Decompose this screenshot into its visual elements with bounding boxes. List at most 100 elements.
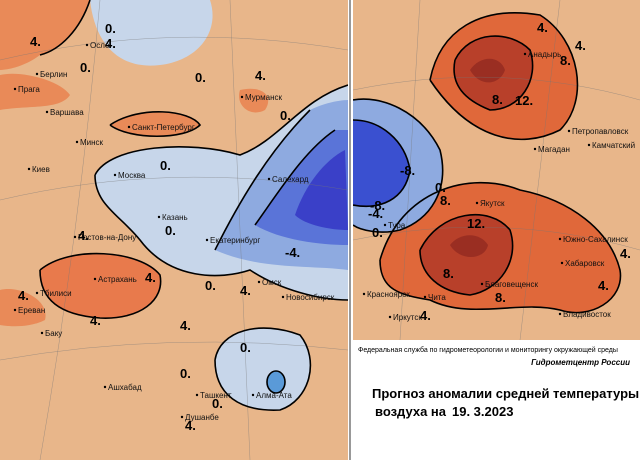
city-label: Новосибирск (286, 293, 335, 302)
city-dot (157, 215, 161, 219)
city-dot (281, 295, 285, 299)
isoline-label: 4. (30, 34, 41, 49)
city-label: Магадан (538, 145, 570, 154)
isoline-label: 0. (160, 158, 171, 173)
city-dot (205, 238, 209, 242)
city-label: Киев (32, 165, 50, 174)
city-dot (27, 167, 31, 171)
city-label: Тура (388, 221, 406, 230)
isoline-label: 4. (78, 228, 89, 243)
isoline-label: 4. (575, 38, 586, 53)
city-dot (558, 237, 562, 241)
city-dot (267, 177, 271, 181)
city-label: Южно-Сахалинск (563, 235, 628, 244)
city-dot (13, 87, 17, 91)
city-dot (127, 125, 131, 129)
isoline-label: 4. (420, 308, 431, 323)
city-label: Якутск (480, 199, 505, 208)
map-region (0, 0, 90, 70)
isoline-label: 0. (435, 180, 446, 195)
city-label: Астрахань (98, 275, 137, 284)
city-dot (423, 295, 427, 299)
city-dot (475, 201, 479, 205)
map-shape (267, 371, 285, 393)
isoline-label: 4. (598, 278, 609, 293)
city-label: Осло (90, 41, 110, 50)
city-label: Петропавловск (572, 127, 629, 136)
isoline-label: 0. (240, 340, 251, 355)
isoline-label: 12. (467, 216, 485, 231)
city-label: Прага (18, 85, 40, 94)
city-label: Варшава (50, 108, 84, 117)
city-label: Тбилиси (40, 289, 72, 298)
city-dot (240, 95, 244, 99)
map-region (0, 289, 46, 327)
isoline-label: 8. (443, 266, 454, 281)
isoline-label: 0. (165, 223, 176, 238)
city-dot (180, 415, 184, 419)
isoline-label: 4. (537, 20, 548, 35)
city-label: Ашхабад (108, 383, 142, 392)
map-region (110, 111, 200, 137)
city-dot (567, 129, 571, 133)
city-label: Баку (45, 329, 62, 338)
city-dot (103, 385, 107, 389)
city-dot (40, 331, 44, 335)
map-region (353, 120, 410, 207)
map-region (450, 235, 488, 258)
city-dot (388, 315, 392, 319)
city-label: Душанбе (185, 413, 219, 422)
map-region (40, 253, 161, 319)
isoline-label: 4. (620, 246, 631, 261)
city-label: Чита (428, 293, 446, 302)
map-region (0, 73, 70, 110)
isoline-label: 4. (185, 418, 196, 433)
city-dot (257, 280, 261, 284)
city-dot (85, 43, 89, 47)
isoline-label: -8. (370, 198, 385, 213)
isoline-label: -8. (400, 163, 415, 178)
city-dot (73, 235, 77, 239)
isoline-label: 0. (195, 70, 206, 85)
city-dot (195, 393, 199, 397)
city-label: Благовещенск (485, 280, 538, 289)
city-label: Камчатский (592, 141, 635, 150)
city-dot (533, 147, 537, 151)
city-label: Берлин (40, 70, 67, 79)
map-region (295, 150, 348, 230)
city-dot (45, 110, 49, 114)
isoline-label: 4. (240, 283, 251, 298)
isoline-label: -4. (368, 206, 383, 221)
footer-text: Гидрометцентр России (531, 358, 630, 367)
city-dot (362, 292, 366, 296)
isoline-label: 0. (180, 366, 191, 381)
city-dot (113, 173, 117, 177)
city-dot (480, 282, 484, 286)
city-dot (560, 261, 564, 265)
isoline-label: 0. (372, 225, 383, 240)
map-region (470, 58, 505, 83)
city-label: Салехард (272, 175, 309, 184)
city-dot (93, 277, 97, 281)
city-dot (251, 393, 255, 397)
city-label: Ростов-на-Дону (78, 233, 136, 242)
map-region (353, 12, 622, 314)
city-label: Владивосток (563, 310, 611, 319)
map-region (353, 0, 640, 340)
city-label: Анадырь (528, 50, 561, 59)
city-label: Омск (262, 278, 282, 287)
isoline-label: 12. (515, 93, 533, 108)
city-dot (383, 223, 387, 227)
isoline-label: 0. (212, 396, 223, 411)
isoline-label: 4. (18, 288, 29, 303)
isoline-label: 8. (440, 193, 451, 208)
right-map (353, 0, 640, 340)
city-label: Красноярск (367, 290, 410, 299)
isoline-label: 4. (145, 270, 156, 285)
map-region (215, 328, 311, 411)
city-dot (13, 308, 17, 312)
city-label: Алма-Ата (256, 391, 292, 400)
city-label: Санкт-Петербург (132, 123, 195, 132)
city-dot (587, 143, 591, 147)
